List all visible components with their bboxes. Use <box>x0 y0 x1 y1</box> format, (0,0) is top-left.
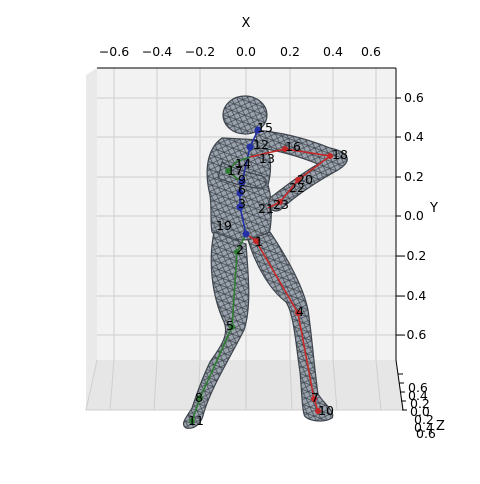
joint-point <box>327 153 333 159</box>
left-arm-bones <box>226 156 251 182</box>
x-tick-label: −0.4 <box>142 44 172 59</box>
joint-label: 12 <box>253 137 269 152</box>
joint-label: 5 <box>226 318 234 333</box>
y-tick-label: 0.6 <box>404 90 424 105</box>
axis-edges <box>97 67 404 411</box>
x-tick-label: 0.0 <box>236 44 256 59</box>
floor-pane <box>86 360 403 410</box>
joint-point <box>246 143 254 151</box>
x-axis-ticks: −0.6 −0.4 −0.2 0.0 0.2 0.4 0.6 <box>99 44 381 59</box>
joint-label: 8 <box>195 390 203 405</box>
joint-point <box>238 178 246 186</box>
x-tick-label: −0.2 <box>185 44 215 59</box>
joint-label: 10 <box>318 403 334 418</box>
z-tick-label: 0.4 <box>408 388 428 403</box>
joint-point <box>311 396 317 402</box>
joint-label: 7 <box>311 390 319 405</box>
y-tick-label: 0.2 <box>404 169 424 184</box>
joint-point <box>189 418 195 424</box>
x-tick-label: 0.2 <box>280 44 300 59</box>
joint-label: 20 <box>297 172 313 187</box>
joint-point <box>315 408 321 414</box>
z-axis-label: Z <box>436 419 445 434</box>
y-tick-label: −0.2 <box>396 248 426 263</box>
joint-label: 14 <box>235 156 251 171</box>
joint-label: 2 <box>236 242 244 257</box>
joint-point <box>236 203 244 211</box>
joint-label: 17 <box>227 163 243 178</box>
joint-point <box>253 238 259 244</box>
joint-label: 15 <box>257 120 273 135</box>
joint-label: 1 <box>255 234 263 249</box>
joint-point <box>242 230 250 238</box>
z-axis-ticks: 0.6 0.4 0.2 0.0 0.2 0.4 0.6 <box>398 373 436 441</box>
joint-label: 13 <box>259 151 275 166</box>
joint-markers <box>189 126 333 424</box>
left-pane <box>86 68 97 410</box>
z-tick-label: 0.6 <box>408 380 428 395</box>
joint-label: 22 <box>289 180 305 195</box>
y-tick-label: −0.6 <box>396 327 426 342</box>
joint-point <box>277 199 283 205</box>
joint-point <box>295 177 301 183</box>
y-axis-label: Y <box>429 201 438 216</box>
joint-labels: 1 2 3 4 5 6 7 8 9 10 11 12 13 14 15 16 1… <box>188 120 348 428</box>
joint-point <box>197 395 203 401</box>
joint-point <box>282 146 288 152</box>
joint-label: 3 <box>238 196 246 211</box>
joint-point <box>236 189 244 197</box>
z-tick-label: 0.0 <box>410 404 430 419</box>
z-tick-label: 0.2 <box>414 412 434 427</box>
y-tick-label: 0.4 <box>404 129 424 144</box>
joint-point <box>234 249 240 255</box>
head-mesh <box>222 95 268 135</box>
joint-label: 9 <box>238 172 246 187</box>
z-tick-label: 0.4 <box>414 420 434 435</box>
joint-label: 18 <box>332 147 348 162</box>
joint-point <box>225 168 231 174</box>
joint-label: 11 <box>188 413 204 428</box>
z-tick-label: 0.2 <box>410 396 430 411</box>
joint-point <box>254 126 262 134</box>
joint-label: 6 <box>238 182 246 197</box>
left-leg-mesh <box>182 231 250 429</box>
right-leg-mesh <box>247 231 334 422</box>
y-tick-label: 0.0 <box>404 208 424 223</box>
joint-label: 21 <box>258 201 274 216</box>
x-axis-label: X <box>242 16 251 31</box>
joint-label: 4 <box>296 304 304 319</box>
z-tick-label: 0.6 <box>416 426 436 441</box>
joint-point <box>295 310 301 316</box>
joint-label: 16 <box>285 139 301 154</box>
x-tick-label: 0.6 <box>361 44 381 59</box>
y-axis-ticks: 0.6 0.4 0.2 0.0 −0.2 −0.4 −0.6 <box>396 90 426 342</box>
y-tick-label: −0.4 <box>396 288 426 303</box>
x-tick-label: −0.6 <box>99 44 129 59</box>
x-tick-label: 0.4 <box>323 44 343 59</box>
joint-label: 19 <box>216 218 232 233</box>
joint-label: 23 <box>273 197 289 212</box>
joint-point <box>229 324 235 330</box>
